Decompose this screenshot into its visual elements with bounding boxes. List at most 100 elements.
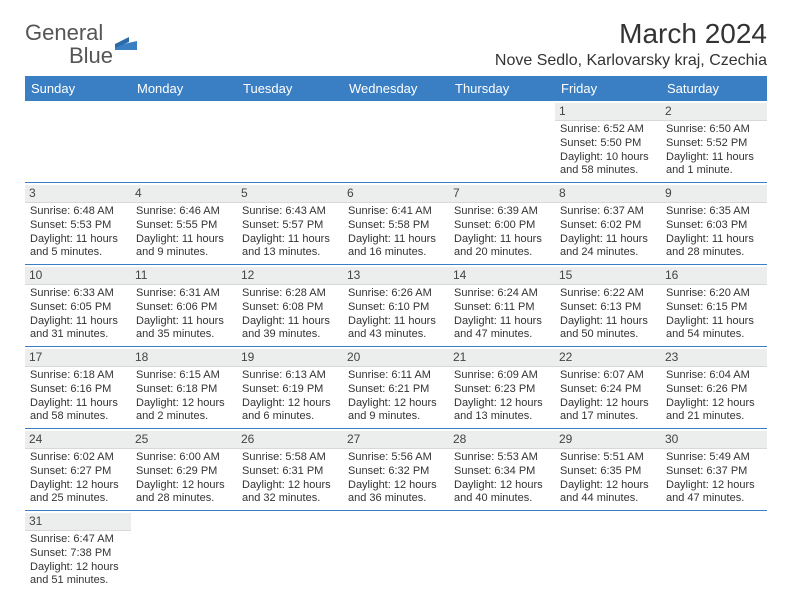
daylight-text: Daylight: 12 hours and 40 minutes. bbox=[454, 479, 550, 507]
day-number: 26 bbox=[237, 431, 343, 449]
calendar-week-row: 17Sunrise: 6:18 AMSunset: 6:16 PMDayligh… bbox=[25, 347, 767, 429]
sunrise-text: Sunrise: 6:13 AM bbox=[242, 369, 338, 383]
daylight-text: Daylight: 12 hours and 36 minutes. bbox=[348, 479, 444, 507]
calendar-day-cell: 31Sunrise: 6:47 AMSunset: 7:38 PMDayligh… bbox=[25, 511, 131, 593]
sunrise-text: Sunrise: 6:28 AM bbox=[242, 287, 338, 301]
sunset-text: Sunset: 6:23 PM bbox=[454, 383, 550, 397]
day-number: 3 bbox=[25, 185, 131, 203]
sunset-text: Sunset: 6:24 PM bbox=[560, 383, 656, 397]
daylight-text: Daylight: 11 hours and 16 minutes. bbox=[348, 233, 444, 261]
sunset-text: Sunset: 6:19 PM bbox=[242, 383, 338, 397]
day-header: Thursday bbox=[449, 76, 555, 101]
sunrise-text: Sunrise: 6:11 AM bbox=[348, 369, 444, 383]
calendar-day-cell: 15Sunrise: 6:22 AMSunset: 6:13 PMDayligh… bbox=[555, 265, 661, 347]
sunset-text: Sunset: 6:02 PM bbox=[560, 219, 656, 233]
sunset-text: Sunset: 6:15 PM bbox=[666, 301, 762, 315]
sunset-text: Sunset: 6:35 PM bbox=[560, 465, 656, 479]
calendar-day-cell: 14Sunrise: 6:24 AMSunset: 6:11 PMDayligh… bbox=[449, 265, 555, 347]
sunset-text: Sunset: 6:13 PM bbox=[560, 301, 656, 315]
sunrise-text: Sunrise: 6:46 AM bbox=[136, 205, 232, 219]
sunrise-text: Sunrise: 6:20 AM bbox=[666, 287, 762, 301]
daylight-text: Daylight: 10 hours and 58 minutes. bbox=[560, 151, 656, 179]
calendar-empty-cell bbox=[131, 101, 237, 182]
day-header: Tuesday bbox=[237, 76, 343, 101]
page-header: General Blue March 2024 Nove Sedlo, Karl… bbox=[25, 18, 767, 70]
sunrise-text: Sunrise: 6:50 AM bbox=[666, 123, 762, 137]
calendar-day-cell: 27Sunrise: 5:56 AMSunset: 6:32 PMDayligh… bbox=[343, 429, 449, 511]
day-header: Monday bbox=[131, 76, 237, 101]
sunset-text: Sunset: 6:18 PM bbox=[136, 383, 232, 397]
day-number: 31 bbox=[25, 513, 131, 531]
flag-icon bbox=[115, 36, 137, 52]
day-header: Wednesday bbox=[343, 76, 449, 101]
sunrise-text: Sunrise: 6:41 AM bbox=[348, 205, 444, 219]
day-number: 8 bbox=[555, 185, 661, 203]
location-text: Nove Sedlo, Karlovarsky kraj, Czechia bbox=[495, 52, 767, 70]
sunset-text: Sunset: 6:32 PM bbox=[348, 465, 444, 479]
daylight-text: Daylight: 12 hours and 9 minutes. bbox=[348, 397, 444, 425]
sunset-text: Sunset: 6:21 PM bbox=[348, 383, 444, 397]
calendar-day-cell: 30Sunrise: 5:49 AMSunset: 6:37 PMDayligh… bbox=[661, 429, 767, 511]
calendar-empty-cell bbox=[555, 511, 661, 593]
sunrise-text: Sunrise: 6:52 AM bbox=[560, 123, 656, 137]
calendar-day-cell: 10Sunrise: 6:33 AMSunset: 6:05 PMDayligh… bbox=[25, 265, 131, 347]
daylight-text: Daylight: 12 hours and 51 minutes. bbox=[30, 561, 126, 589]
day-number: 10 bbox=[25, 267, 131, 285]
day-number: 13 bbox=[343, 267, 449, 285]
daylight-text: Daylight: 11 hours and 58 minutes. bbox=[30, 397, 126, 425]
sunset-text: Sunset: 6:27 PM bbox=[30, 465, 126, 479]
sunset-text: Sunset: 6:00 PM bbox=[454, 219, 550, 233]
sunrise-text: Sunrise: 6:33 AM bbox=[30, 287, 126, 301]
day-number: 9 bbox=[661, 185, 767, 203]
calendar-day-cell: 11Sunrise: 6:31 AMSunset: 6:06 PMDayligh… bbox=[131, 265, 237, 347]
calendar-week-row: 3Sunrise: 6:48 AMSunset: 5:53 PMDaylight… bbox=[25, 183, 767, 265]
daylight-text: Daylight: 11 hours and 50 minutes. bbox=[560, 315, 656, 343]
sunset-text: Sunset: 5:50 PM bbox=[560, 137, 656, 151]
day-number: 16 bbox=[661, 267, 767, 285]
calendar-day-cell: 4Sunrise: 6:46 AMSunset: 5:55 PMDaylight… bbox=[131, 183, 237, 265]
daylight-text: Daylight: 11 hours and 28 minutes. bbox=[666, 233, 762, 261]
month-title: March 2024 bbox=[495, 18, 767, 50]
day-header: Saturday bbox=[661, 76, 767, 101]
day-number: 17 bbox=[25, 349, 131, 367]
title-block: March 2024 Nove Sedlo, Karlovarsky kraj,… bbox=[495, 18, 767, 70]
daylight-text: Daylight: 11 hours and 1 minute. bbox=[666, 151, 762, 179]
calendar-table: SundayMondayTuesdayWednesdayThursdayFrid… bbox=[25, 76, 767, 592]
day-number: 18 bbox=[131, 349, 237, 367]
sunset-text: Sunset: 6:06 PM bbox=[136, 301, 232, 315]
sunrise-text: Sunrise: 6:43 AM bbox=[242, 205, 338, 219]
daylight-text: Daylight: 11 hours and 54 minutes. bbox=[666, 315, 762, 343]
calendar-day-cell: 1Sunrise: 6:52 AMSunset: 5:50 PMDaylight… bbox=[555, 101, 661, 182]
sunrise-text: Sunrise: 6:47 AM bbox=[30, 533, 126, 547]
calendar-day-cell: 22Sunrise: 6:07 AMSunset: 6:24 PMDayligh… bbox=[555, 347, 661, 429]
daylight-text: Daylight: 11 hours and 13 minutes. bbox=[242, 233, 338, 261]
day-number: 20 bbox=[343, 349, 449, 367]
calendar-day-cell: 6 Sunrise: 6:41 AMSunset: 5:58 PMDaylight… bbox=[343, 183, 449, 265]
logo-word2: Blue bbox=[69, 43, 113, 68]
calendar-day-cell: 21Sunrise: 6:09 AMSunset: 6:23 PMDayligh… bbox=[449, 347, 555, 429]
day-number: 28 bbox=[449, 431, 555, 449]
sunrise-text: Sunrise: 5:49 AM bbox=[666, 451, 762, 465]
day-header: Sunday bbox=[25, 76, 131, 101]
calendar-week-row: 24Sunrise: 6:02 AMSunset: 6:27 PMDayligh… bbox=[25, 429, 767, 511]
day-number: 24 bbox=[25, 431, 131, 449]
day-number: 5 bbox=[237, 185, 343, 203]
day-number: 6 bbox=[343, 185, 449, 203]
sunrise-text: Sunrise: 5:53 AM bbox=[454, 451, 550, 465]
day-number: 4 bbox=[131, 185, 237, 203]
sunset-text: Sunset: 5:58 PM bbox=[348, 219, 444, 233]
daylight-text: Daylight: 12 hours and 17 minutes. bbox=[560, 397, 656, 425]
calendar-head: SundayMondayTuesdayWednesdayThursdayFrid… bbox=[25, 76, 767, 101]
sunrise-text: Sunrise: 6:31 AM bbox=[136, 287, 232, 301]
calendar-day-cell: 26Sunrise: 5:58 AMSunset: 6:31 PMDayligh… bbox=[237, 429, 343, 511]
calendar-day-cell: 3Sunrise: 6:48 AMSunset: 5:53 PMDaylight… bbox=[25, 183, 131, 265]
sunset-text: Sunset: 6:03 PM bbox=[666, 219, 762, 233]
day-number: 11 bbox=[131, 267, 237, 285]
daylight-text: Daylight: 12 hours and 2 minutes. bbox=[136, 397, 232, 425]
calendar-day-cell: 13Sunrise: 6:26 AMSunset: 6:10 PMDayligh… bbox=[343, 265, 449, 347]
calendar-day-cell: 20 Sunrise: 6:11 AMSunset: 6:21 PMDayligh… bbox=[343, 347, 449, 429]
day-number: 12 bbox=[237, 267, 343, 285]
calendar-empty-cell bbox=[661, 511, 767, 593]
day-number: 23 bbox=[661, 349, 767, 367]
calendar-empty-cell bbox=[343, 101, 449, 182]
